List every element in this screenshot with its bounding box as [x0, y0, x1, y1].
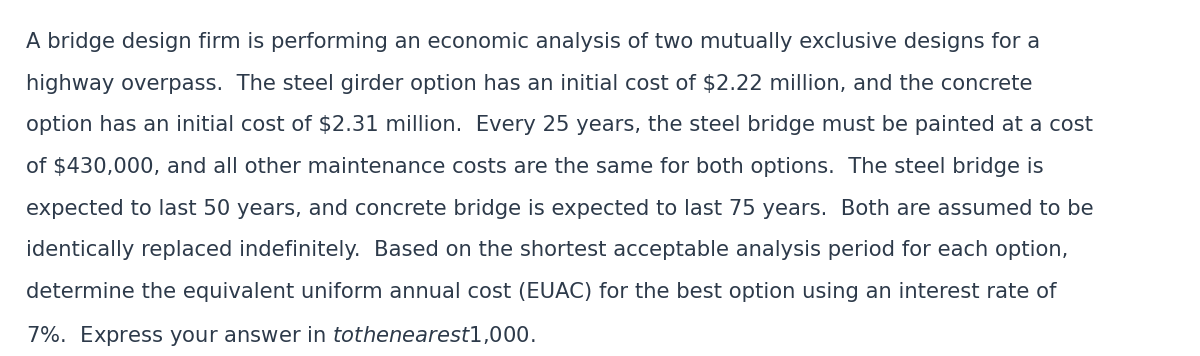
Text: identically replaced indefinitely.  Based on the shortest acceptable analysis pe: identically replaced indefinitely. Based… [26, 240, 1069, 260]
Text: expected to last 50 years, and concrete bridge is expected to last 75 years.  Bo: expected to last 50 years, and concrete … [26, 199, 1094, 219]
Text: of $430,000, and all other maintenance costs are the same for both options.  The: of $430,000, and all other maintenance c… [26, 157, 1044, 177]
Text: option has an initial cost of $2.31 million.  Every 25 years, the steel bridge m: option has an initial cost of $2.31 mill… [26, 115, 1093, 135]
Text: highway overpass.  The steel girder option has an initial cost of $2.22 million,: highway overpass. The steel girder optio… [26, 74, 1033, 94]
Text: 7%.  Express your answer in $ to the nearest $1,000.: 7%. Express your answer in $ to the near… [26, 324, 536, 347]
Text: A bridge design firm is performing an economic analysis of two mutually exclusiv: A bridge design firm is performing an ec… [26, 32, 1040, 52]
Text: determine the equivalent uniform annual cost (EUAC) for the best option using an: determine the equivalent uniform annual … [26, 282, 1057, 302]
